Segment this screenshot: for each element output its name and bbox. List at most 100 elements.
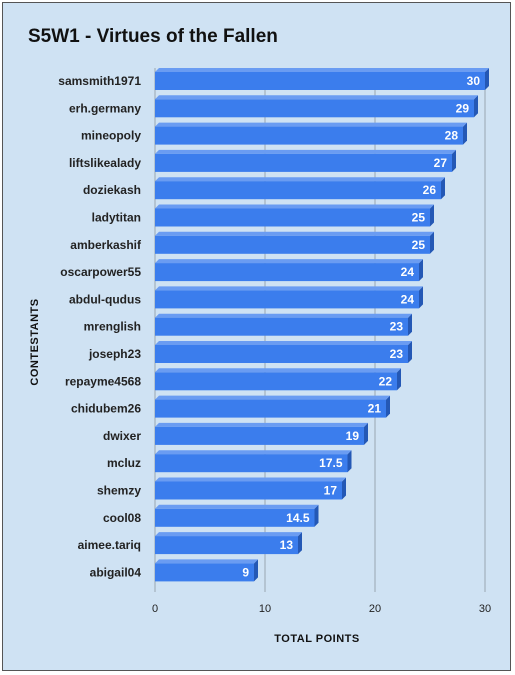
bar-side xyxy=(298,532,302,555)
category-label: doziekash xyxy=(83,183,141,197)
bar-side xyxy=(441,177,445,200)
value-label: 26 xyxy=(423,183,437,197)
bar-top xyxy=(155,122,467,127)
bar xyxy=(155,372,397,391)
bar-side xyxy=(364,422,368,445)
value-label: 23 xyxy=(390,347,404,361)
bar-top xyxy=(155,95,478,100)
bar-top xyxy=(155,450,352,455)
bar-side xyxy=(430,204,434,227)
category-label: erh.germany xyxy=(69,101,141,115)
category-label: aimee.tariq xyxy=(78,538,141,552)
bar-top xyxy=(155,149,456,154)
bar-side xyxy=(419,259,423,282)
y-axis-title: CONTESTANTS xyxy=(29,298,41,385)
category-label: oscarpower55 xyxy=(60,265,141,279)
bar-top xyxy=(155,259,423,264)
bar-top xyxy=(155,231,434,236)
x-tick-label: 10 xyxy=(259,603,271,615)
value-label: 22 xyxy=(379,374,393,388)
bar-side xyxy=(408,313,412,336)
value-label: 24 xyxy=(401,265,415,279)
bar xyxy=(155,99,474,118)
bar-top xyxy=(155,177,445,182)
bar-row: mcluz 17.5 xyxy=(107,450,352,473)
bar xyxy=(155,563,254,582)
bar-row: shemzy 17 xyxy=(97,477,346,500)
bar-side xyxy=(463,122,467,145)
category-label: shemzy xyxy=(97,484,141,498)
x-tick-label: 0 xyxy=(152,603,158,615)
bars: samsmith1971 30 erh.germany 29 mineopoly 28 li… xyxy=(58,68,489,582)
category-label: mrenglish xyxy=(84,320,141,334)
bar-row: amberkashif 25 xyxy=(70,231,434,254)
value-label: 17.5 xyxy=(319,456,343,470)
value-label: 25 xyxy=(412,238,426,252)
bar-row: erh.germany 29 xyxy=(69,95,478,118)
value-label: 9 xyxy=(242,565,249,579)
bar-side xyxy=(347,450,352,473)
bar-side xyxy=(419,286,423,309)
x-axis-ticks: 0 10 20 30 xyxy=(152,603,491,615)
bar-side xyxy=(430,231,434,254)
bar xyxy=(155,263,419,282)
bar xyxy=(155,317,408,336)
bar xyxy=(155,454,348,473)
bar-top xyxy=(155,477,346,482)
value-label: 14.5 xyxy=(286,511,310,525)
bar-row: aimee.tariq 13 xyxy=(78,532,302,555)
value-label: 28 xyxy=(445,129,459,143)
category-label: repayme4568 xyxy=(65,374,141,388)
bar-side xyxy=(386,395,390,418)
category-label: mineopoly xyxy=(81,129,141,143)
bar-side xyxy=(314,504,319,527)
bar-side xyxy=(485,68,489,90)
bar-side xyxy=(452,149,456,172)
bar-top xyxy=(155,341,412,345)
value-label: 27 xyxy=(434,156,448,170)
value-label: 17 xyxy=(324,484,338,498)
bar-row: doziekash 26 xyxy=(83,177,445,200)
bar xyxy=(155,426,364,445)
bar-side xyxy=(397,368,401,391)
bar xyxy=(155,181,441,200)
bar-row: chidubem26 21 xyxy=(71,395,390,418)
bar-row: abdul-qudus 24 xyxy=(69,286,423,309)
bar-side xyxy=(408,341,412,363)
bar-top xyxy=(155,286,423,291)
bar-side xyxy=(342,477,346,500)
bar-top xyxy=(155,504,319,509)
bar-row: ladytitan 25 xyxy=(92,204,434,227)
bar xyxy=(155,72,485,90)
bar-top xyxy=(155,422,368,427)
bar-row: samsmith1971 30 xyxy=(58,68,489,90)
bar xyxy=(155,208,430,227)
bar-side xyxy=(254,559,258,582)
bar xyxy=(155,481,342,500)
bar xyxy=(155,235,430,254)
category-label: amberkashif xyxy=(70,238,142,252)
category-label: mcluz xyxy=(107,456,141,470)
bar xyxy=(155,290,419,309)
bar-top xyxy=(155,532,302,537)
bar xyxy=(155,153,452,172)
bar-row: mineopoly 28 xyxy=(81,122,467,145)
value-label: 29 xyxy=(456,101,470,115)
bar-row: abigail04 9 xyxy=(90,559,258,582)
value-label: 30 xyxy=(467,74,481,88)
bar-row: mrenglish 23 xyxy=(84,313,412,336)
bar-row: oscarpower55 24 xyxy=(60,259,423,282)
value-label: 24 xyxy=(401,292,415,306)
category-label: liftslikealady xyxy=(69,156,141,170)
bar-top xyxy=(155,368,401,373)
category-label: ladytitan xyxy=(92,211,141,225)
bar-row: dwixer 19 xyxy=(103,422,368,445)
category-label: dwixer xyxy=(103,429,141,443)
category-label: abigail04 xyxy=(90,565,142,579)
bar xyxy=(155,508,315,527)
value-label: 19 xyxy=(346,429,360,443)
category-label: abdul-qudus xyxy=(69,292,141,306)
bar-top xyxy=(155,68,489,72)
category-label: samsmith1971 xyxy=(58,74,141,88)
